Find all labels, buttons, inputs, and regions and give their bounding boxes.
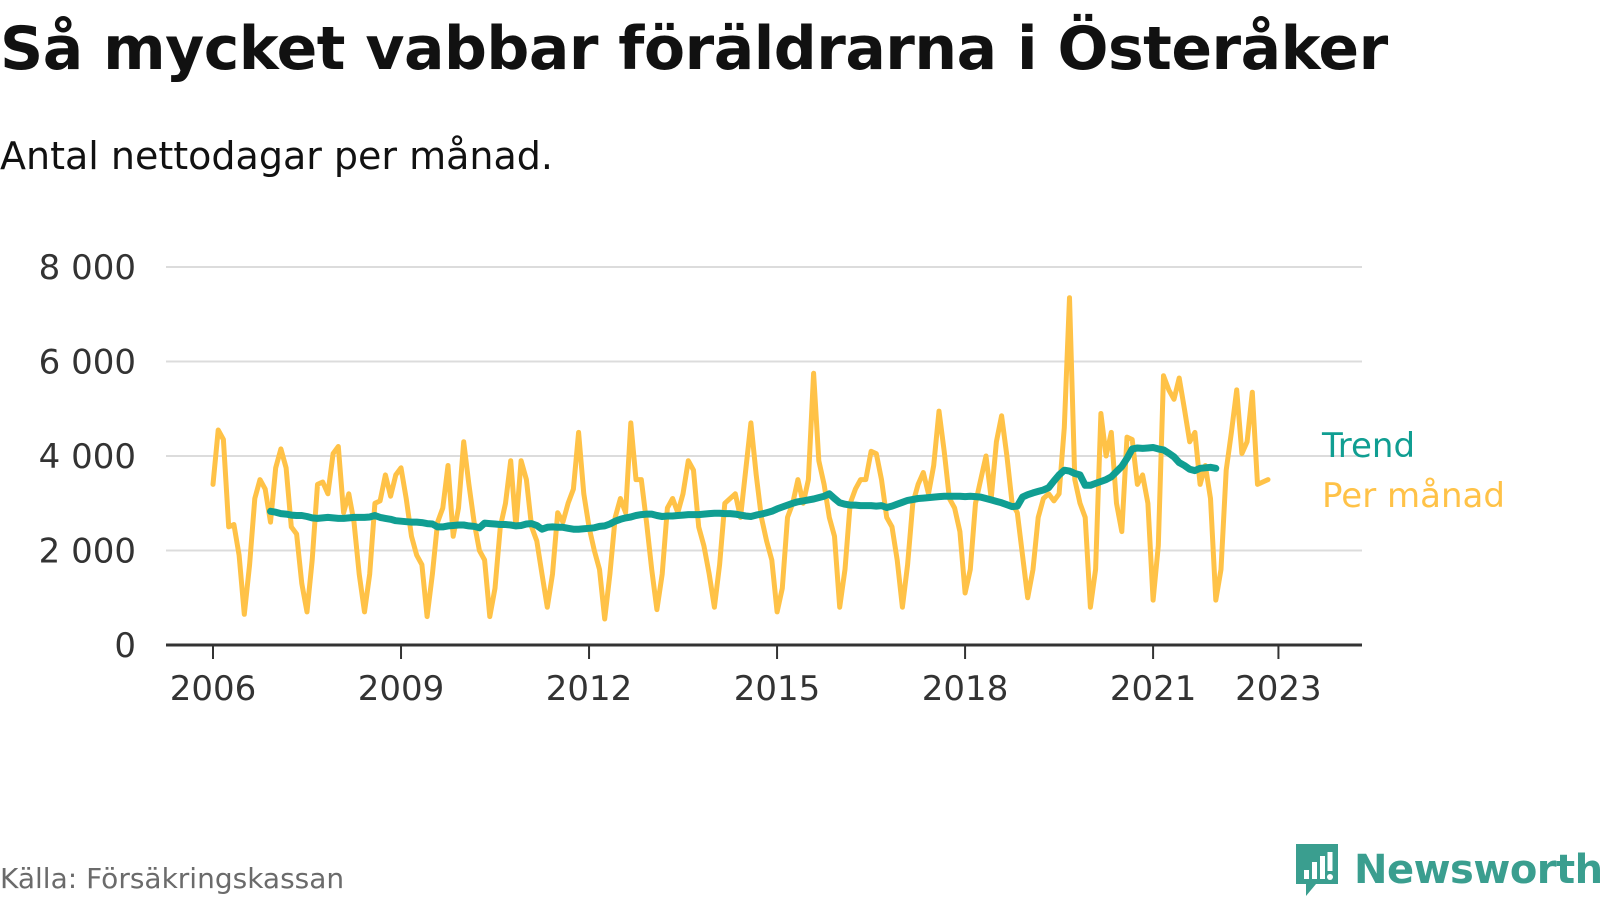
y-tick-label: 2 000 <box>39 532 136 572</box>
y-tick-label: 8 000 <box>39 248 136 288</box>
trend-label: Trend <box>1321 426 1415 466</box>
newsworthy-logo-icon <box>1296 844 1338 896</box>
x-tick-label: 2021 <box>1110 669 1197 709</box>
x-tick-label: 2023 <box>1235 669 1322 709</box>
chart-title: Så mycket vabbar föräldrarna i Österåker <box>0 14 1388 84</box>
x-tick-label: 2012 <box>546 669 633 709</box>
series-lines <box>210 295 1271 622</box>
monthly-label: Per månad <box>1322 476 1505 516</box>
series-labels: Trend Per månad <box>1321 426 1505 516</box>
chart-subtitle: Antal nettodagar per månad. <box>0 134 554 178</box>
y-axis-tick-labels: 0 2 000 4 000 6 000 8 000 <box>39 248 136 666</box>
x-tick-label: 2015 <box>734 669 821 709</box>
x-tick-label: 2006 <box>170 669 257 709</box>
monthly-line <box>210 295 1271 622</box>
y-tick-label: 4 000 <box>39 437 136 477</box>
x-tick-label: 2009 <box>358 669 445 709</box>
brand-name: Newsworthy <box>1354 847 1600 893</box>
trend-line <box>267 444 1220 533</box>
y-tick-label: 6 000 <box>39 343 136 383</box>
source-note: Källa: Försäkringskassan <box>0 862 345 895</box>
brand[interactable]: Newsworthy <box>1292 836 1600 904</box>
x-tick-label: 2018 <box>922 669 1009 709</box>
x-axis: 2006 2009 2012 2015 2018 2021 2023 <box>166 643 1362 709</box>
y-tick-label: 0 <box>114 626 136 666</box>
